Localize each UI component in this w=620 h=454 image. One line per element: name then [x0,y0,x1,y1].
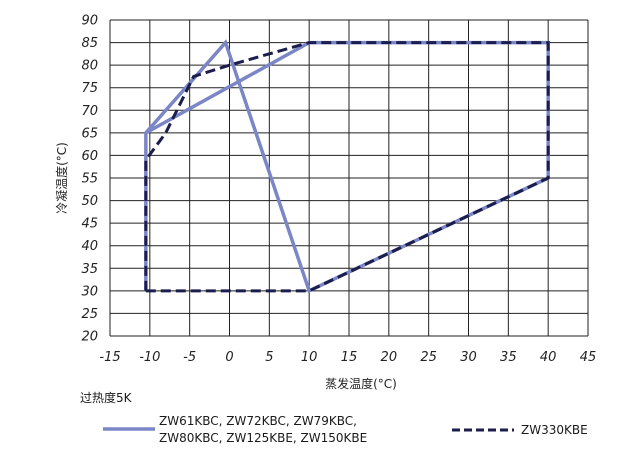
legend-series-a-label: ZW61KBC, ZW72KBC, ZW79KBC, ZW80KBC, ZW12… [159,414,368,445]
y-tick-label: 85 [81,36,98,51]
x-tick-label: 15 [341,350,358,365]
y-tick-label: 65 [81,126,98,141]
y-tick-label: 55 [81,172,98,187]
chart-grid [109,19,589,337]
legend-series-b-label: ZW330KBE [521,423,588,437]
x-tick-label: 5 [265,350,273,365]
x-tick-label: 30 [460,350,477,365]
y-tick-label: 20 [81,330,98,345]
y-tick-label: 70 [81,104,98,119]
x-tick-label: -10 [139,350,160,365]
y-tick-label: 80 [81,59,98,74]
legend-lines [103,427,514,432]
y-tick-label: 25 [81,307,98,322]
x-tick-label: 45 [580,350,597,365]
y-tick-label: 50 [81,194,98,209]
series-line-zw330kbe [144,41,550,293]
y-tick-label: 30 [81,284,98,299]
x-tick-label: 0 [225,350,233,365]
x-tick-label: 35 [500,350,517,365]
x-tick-label: 10 [301,350,318,365]
x-tick-label: -5 [183,350,196,365]
y-tick-labels: 90 85 80 75 70 65 60 55 50 45 40 35 30 25 20 [81,14,98,345]
y-tick-label: 40 [81,239,98,254]
series-line-zw61kbc-group [144,39,550,294]
y-tick-label: 45 [81,217,98,232]
x-tick-label: 20 [381,350,398,365]
x-axis-label: 蒸发温度(°C) [325,376,397,391]
x-tick-labels: -15 -10 -5 0 5 10 15 20 25 30 35 40 45 [99,350,596,365]
x-tick-label: 40 [540,350,557,365]
y-tick-label: 90 [81,14,98,29]
series-lines [144,39,550,294]
x-tick-label: 25 [420,350,437,365]
y-tick-label: 35 [81,262,98,277]
y-tick-label: 75 [81,81,98,96]
x-tick-label: -15 [99,350,120,365]
y-axis-label: 冷凝温度(°C) [54,142,69,214]
superheat-note: 过热度5K [80,391,132,405]
y-tick-label: 60 [81,149,98,164]
